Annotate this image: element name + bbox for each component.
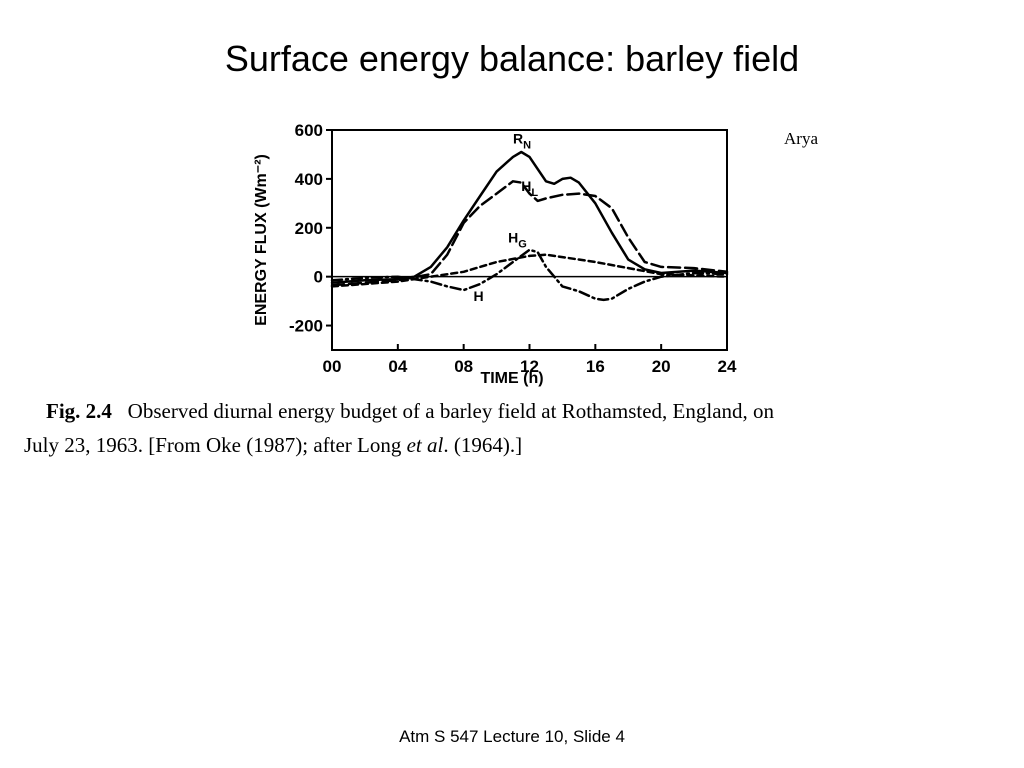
- series-label-main: R: [513, 130, 523, 146]
- x-tick-label: 20: [652, 357, 671, 376]
- x-tick-label: 08: [454, 357, 473, 376]
- y-tick-label: 0: [314, 268, 323, 287]
- caption-line-1: Fig. 2.4 Observed diurnal energy budget …: [24, 394, 1000, 428]
- credit-label: Arya: [784, 129, 818, 148]
- series-hg-label: HG: [508, 229, 527, 250]
- series-rn-label: RN: [513, 130, 531, 151]
- y-tick-label: 200: [295, 219, 323, 238]
- series-rn-line: [330, 150, 729, 285]
- series-label-main: H: [474, 288, 484, 304]
- plot-frame: [331, 129, 728, 351]
- x-tick-label: 04: [388, 357, 407, 376]
- series-label-main: H: [508, 229, 518, 245]
- caption-text-1: Observed diurnal energy budget of a barl…: [127, 399, 775, 423]
- series-label-main: H: [521, 178, 531, 194]
- series-hg-line: [330, 253, 729, 288]
- series-hl-label: HL: [521, 178, 538, 199]
- y-tick-label: -200: [289, 317, 323, 336]
- x-tick-label: 12: [520, 357, 539, 376]
- series-h-label: H: [474, 288, 484, 304]
- y-axis-label: ENERGY FLUX (Wm⁻²): [253, 154, 270, 326]
- y-tick-label: 400: [295, 170, 323, 189]
- caption-text-3: . (1964).]: [443, 433, 523, 457]
- y-tick-label: 600: [295, 121, 323, 140]
- caption-text-2: July 23, 1963. [From Oke (1987); after L…: [24, 433, 407, 457]
- x-tick-label: 16: [586, 357, 605, 376]
- caption-italic: et al: [406, 433, 444, 457]
- slide-footer: Atm S 547 Lecture 10, Slide 4: [399, 727, 625, 746]
- figure-caption: Fig. 2.4 Observed diurnal energy budget …: [24, 394, 1000, 462]
- series-label-sub: N: [523, 139, 531, 151]
- series-hl-line: [330, 180, 729, 287]
- x-tick-label: 24: [718, 357, 737, 376]
- x-tick-label: 00: [323, 357, 342, 376]
- caption-line-2: July 23, 1963. [From Oke (1987); after L…: [24, 428, 1000, 462]
- series-label-sub: G: [518, 238, 527, 250]
- series-label-sub: L: [531, 187, 538, 199]
- slide-title: Surface energy balance: barley field: [224, 38, 800, 79]
- series-h-line: [330, 248, 729, 302]
- figure-label: Fig. 2.4: [46, 399, 112, 423]
- x-axis-label: TIME (h): [480, 370, 543, 387]
